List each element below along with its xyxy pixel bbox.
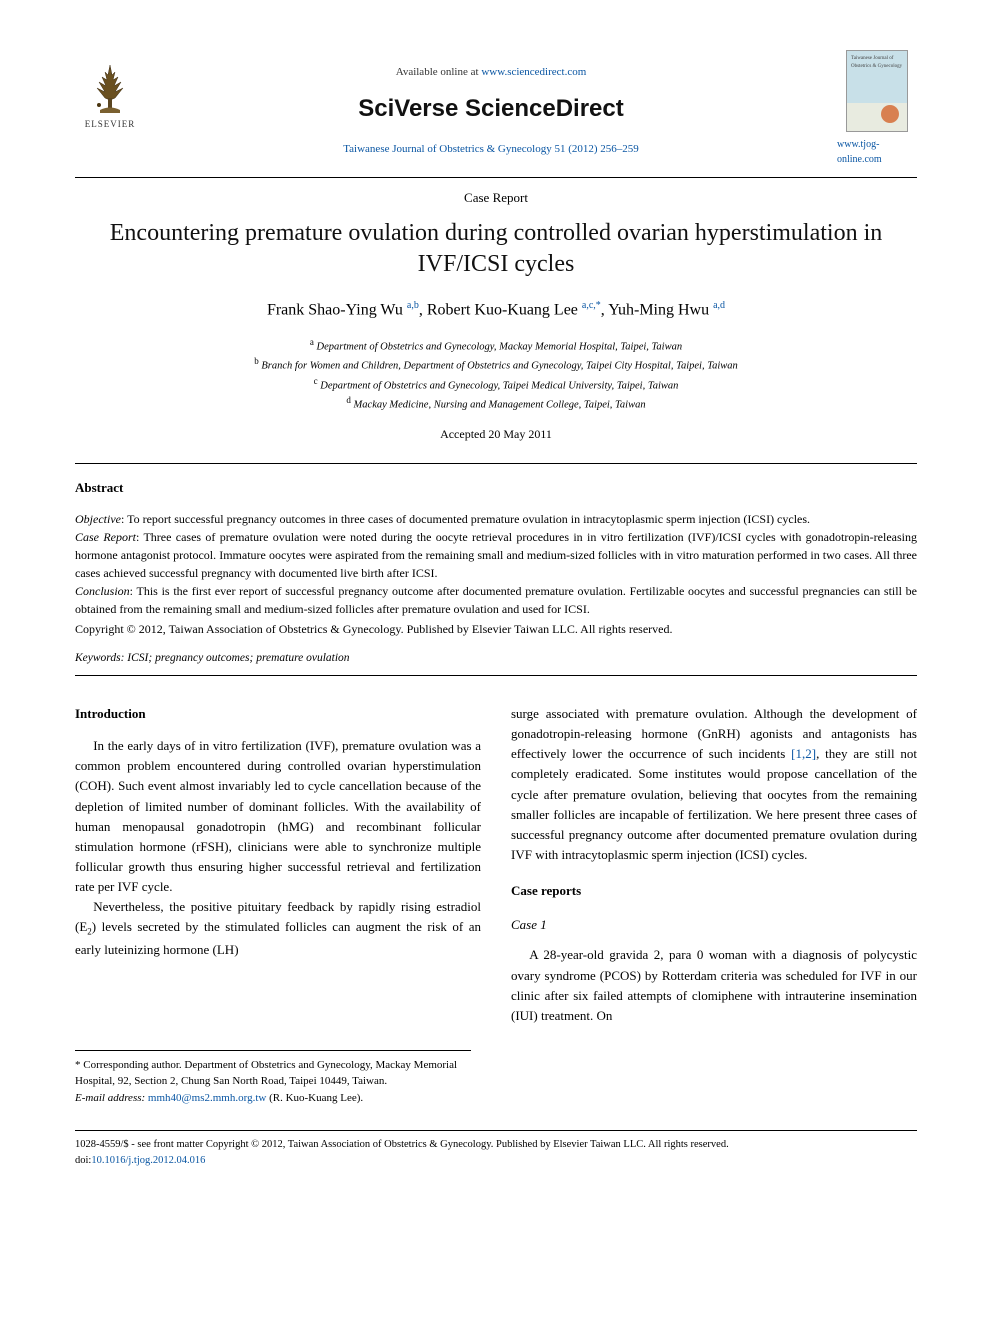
- header-rule: [75, 177, 917, 178]
- article-type: Case Report: [75, 188, 917, 208]
- abstract-bottom-rule: [75, 675, 917, 676]
- journal-cover-thumbnail[interactable]: Taiwanese Journal of Obstetrics & Gyneco…: [846, 50, 908, 132]
- abstract-case-label: Case Report: [75, 530, 136, 544]
- aff-mark: c: [314, 376, 318, 386]
- corresponding-author: * Corresponding author. Department of Ob…: [75, 1057, 471, 1090]
- case-reports-heading: Case reports: [511, 881, 917, 901]
- intro-para-1: In the early days of in vitro fertilizat…: [75, 736, 481, 897]
- abstract-conclusion: : This is the first ever report of succe…: [75, 584, 917, 616]
- aff-mark: b: [254, 356, 259, 366]
- sciencedirect-link[interactable]: www.sciencedirect.com: [481, 66, 586, 78]
- abstract-copyright: Copyright © 2012, Taiwan Association of …: [75, 620, 917, 638]
- case-1-para-1: A 28-year-old gravida 2, para 0 woman wi…: [511, 945, 917, 1026]
- aff-text: Department of Obstetrics and Gynecology,…: [320, 380, 678, 391]
- abstract-block: Abstract Objective: To report successful…: [75, 478, 917, 667]
- affiliation-c: c Department of Obstetrics and Gynecolog…: [75, 375, 917, 394]
- journal-cover-box: Taiwanese Journal of Obstetrics & Gyneco…: [837, 50, 917, 167]
- affiliation-a: a Department of Obstetrics and Gynecolog…: [75, 336, 917, 355]
- cover-title: Taiwanese Journal of Obstetrics & Gyneco…: [851, 55, 907, 70]
- footnotes: * Corresponding author. Department of Ob…: [75, 1050, 471, 1107]
- cover-ornament-icon: [881, 105, 899, 123]
- accepted-date: Accepted 20 May 2011: [75, 425, 917, 443]
- abstract-objective: : To report successful pregnancy outcome…: [121, 512, 810, 526]
- aff-mark: a: [310, 337, 314, 347]
- column-left: Introduction In the early days of in vit…: [75, 704, 481, 1026]
- affiliation-b: b Branch for Women and Children, Departm…: [75, 355, 917, 374]
- page-footer: 1028-4559/$ - see front matter Copyright…: [75, 1130, 917, 1169]
- abstract-text: Objective: To report successful pregnanc…: [75, 510, 917, 618]
- doi-link[interactable]: 10.1016/j.tjog.2012.04.016: [91, 1155, 205, 1166]
- article-title: Encountering premature ovulation during …: [75, 218, 917, 280]
- journal-reference[interactable]: Taiwanese Journal of Obstetrics & Gyneco…: [145, 141, 837, 158]
- footer-copyright: 1028-4559/$ - see front matter Copyright…: [75, 1137, 917, 1153]
- email-line: E-mail address: mmh40@ms2.mmh.org.tw (R.…: [75, 1090, 471, 1107]
- sciverse-logo: SciVerse ScienceDirect: [145, 91, 837, 127]
- keywords-label: Keywords:: [75, 652, 124, 664]
- aff-mark: d: [346, 395, 351, 405]
- page-header: ELSEVIER Available online at www.science…: [75, 50, 917, 167]
- available-prefix: Available online at: [396, 66, 482, 78]
- elsevier-label: ELSEVIER: [85, 118, 136, 132]
- abstract-objective-label: Objective: [75, 512, 121, 526]
- elsevier-logo: ELSEVIER: [75, 50, 145, 132]
- authors-line: Frank Shao-Ying Wu a,b, Robert Kuo-Kuang…: [75, 298, 917, 322]
- abstract-case: : Three cases of premature ovulation wer…: [75, 530, 917, 580]
- aff-text: Branch for Women and Children, Departmen…: [261, 361, 737, 372]
- column-right: surge associated with premature ovulatio…: [511, 704, 917, 1026]
- body-columns: Introduction In the early days of in vit…: [75, 704, 917, 1026]
- case-1-heading: Case 1: [511, 915, 917, 935]
- intro-para-2: Nevertheless, the positive pituitary fee…: [75, 897, 481, 960]
- affiliation-d: d Mackay Medicine, Nursing and Managemen…: [75, 394, 917, 413]
- col2-p1-post: , they are still not completely eradicat…: [511, 746, 917, 862]
- keywords: Keywords: ICSI; pregnancy outcomes; prem…: [75, 650, 917, 667]
- email-address[interactable]: mmh40@ms2.mmh.org.tw: [148, 1092, 266, 1104]
- doi-prefix: doi:: [75, 1155, 91, 1166]
- ref-link-1-2[interactable]: [1,2]: [791, 746, 816, 761]
- email-suffix: (R. Kuo-Kuang Lee).: [266, 1092, 363, 1104]
- introduction-heading: Introduction: [75, 704, 481, 724]
- intro-p2-post: ) levels secreted by the stimulated foll…: [75, 919, 481, 957]
- elsevier-tree-icon: [85, 60, 135, 115]
- keywords-text: ICSI; pregnancy outcomes; premature ovul…: [124, 652, 349, 664]
- footer-doi: doi:10.1016/j.tjog.2012.04.016: [75, 1153, 917, 1169]
- col2-para-1: surge associated with premature ovulatio…: [511, 704, 917, 865]
- header-center: Available online at www.sciencedirect.co…: [145, 50, 837, 165]
- available-online: Available online at www.sciencedirect.co…: [145, 64, 837, 81]
- affiliations: a Department of Obstetrics and Gynecolog…: [75, 336, 917, 413]
- abstract-heading: Abstract: [75, 478, 917, 498]
- email-label: E-mail address:: [75, 1092, 145, 1104]
- aff-text: Department of Obstetrics and Gynecology,…: [317, 342, 683, 353]
- aff-text: Mackay Medicine, Nursing and Management …: [354, 399, 646, 410]
- abstract-conclusion-label: Conclusion: [75, 584, 130, 598]
- tjog-link[interactable]: www.tjog-online.com: [837, 137, 917, 167]
- abstract-top-rule: [75, 463, 917, 464]
